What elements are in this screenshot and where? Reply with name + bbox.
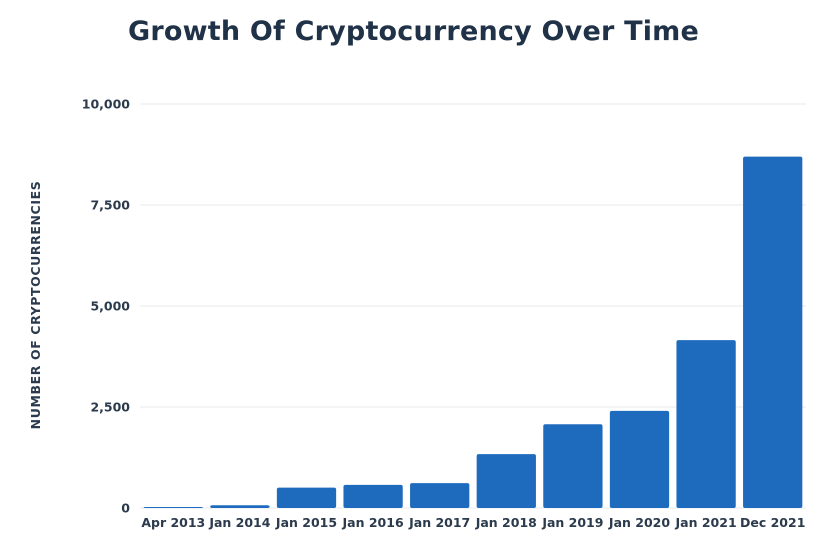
x-tick-label: Jan 2014	[208, 515, 270, 530]
chart-title: Growth Of Cryptocurrency Over Time	[127, 16, 699, 47]
bar	[609, 410, 670, 508]
x-tick-label: Jan 2015	[275, 515, 337, 530]
y-tick-label: 10,000	[82, 97, 131, 112]
bar	[476, 454, 536, 508]
bar	[676, 340, 736, 508]
y-tick-label: 5,000	[90, 299, 130, 314]
x-tick-label: Dec 2021	[740, 515, 805, 530]
bar	[543, 424, 603, 508]
bar	[276, 487, 337, 508]
y-tick-label: 7,500	[90, 198, 130, 213]
x-tick-label: Jan 2018	[475, 515, 537, 530]
y-tick-label: 2,500	[90, 400, 130, 415]
bar	[743, 156, 803, 508]
x-tick-label: Jan 2019	[541, 515, 603, 530]
y-tick-label: 0	[121, 501, 130, 516]
x-tick-label: Jan 2016	[342, 515, 404, 530]
x-axis-ticks: Apr 2013 Jan 2014 Jan 2015 Jan 2016 Jan 2017…	[141, 515, 805, 530]
bar	[210, 505, 270, 508]
y-axis-ticks: 0 2,500 5,000 7,500 10,000	[82, 97, 131, 516]
bars	[143, 156, 803, 508]
bar	[343, 484, 403, 508]
bar	[143, 507, 203, 508]
x-tick-label: Apr 2013	[141, 515, 205, 530]
y-axis-label: NUMBER OF CRYPTOCURRENCIES	[28, 181, 43, 430]
bar	[410, 483, 470, 508]
x-tick-label: Jan 2020	[608, 515, 670, 530]
x-tick-label: Jan 2017	[408, 515, 470, 530]
x-tick-label: Jan 2021	[675, 515, 737, 530]
